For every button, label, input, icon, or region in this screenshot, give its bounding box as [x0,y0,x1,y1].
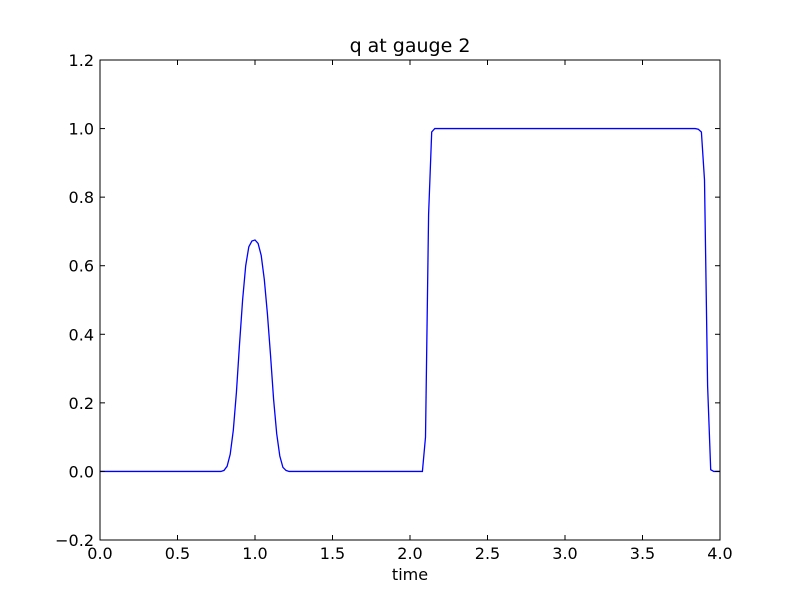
x-tick-label: 4.0 [707,544,732,563]
chart-title: q at gauge 2 [350,35,471,57]
axis-ticks: 0.0 0.5 1.0 1.5 2.0 2.5 3.0 3.5 4.0−0.20.00.20.4… [55,51,733,563]
x-axis-label: time [392,565,428,584]
x-tick-label: 3.0 [552,544,577,563]
x-tick-label: 1.5 [320,544,345,563]
x-tick-label: 3.5 [630,544,655,563]
y-tick-label: −0.2 [55,531,94,550]
x-tick-label: 0.5 [165,544,190,563]
y-tick-label: 0.4 [69,325,94,344]
y-tick-label: 0.8 [69,188,94,207]
y-tick-label: 0.6 [69,257,94,276]
x-tick-label: 2.0 [397,544,422,563]
y-tick-label: 1.2 [69,51,94,70]
x-tick-label: 1.0 [242,544,267,563]
y-tick-label: 1.0 [69,120,94,139]
x-tick-label: 0.0 [87,544,112,563]
y-tick-label: 0.0 [69,462,94,481]
series-line-q [100,127,720,473]
x-tick-label: 2.5 [475,544,500,563]
y-tick-label: 0.2 [69,394,94,413]
